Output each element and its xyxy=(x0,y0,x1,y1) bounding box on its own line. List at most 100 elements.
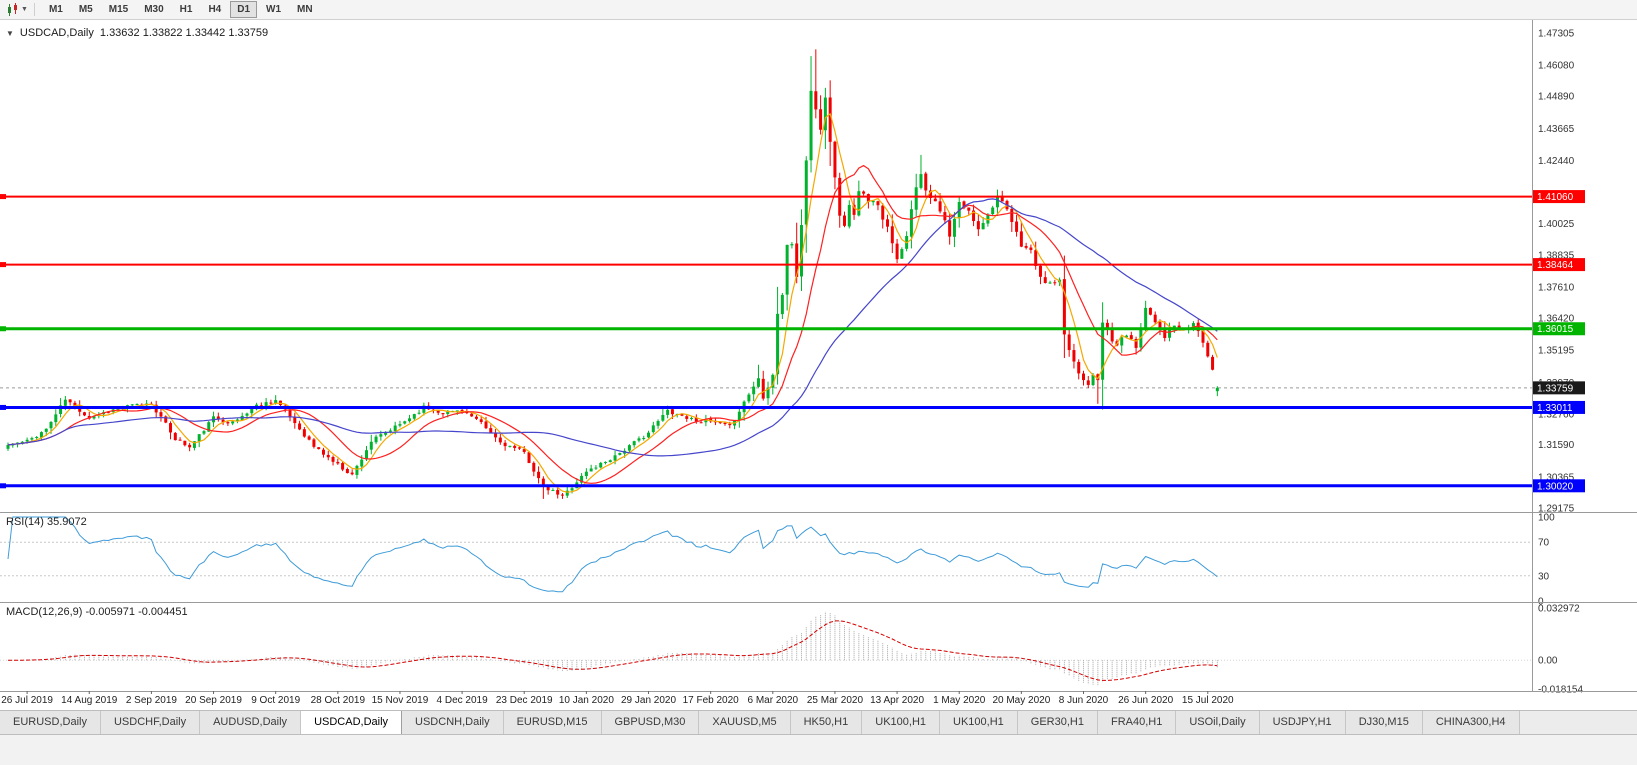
macd-layer xyxy=(8,611,1218,686)
hline-handle-1.36015[interactable] xyxy=(0,326,6,332)
svg-text:1.30020: 1.30020 xyxy=(1537,481,1574,492)
svg-text:1.38464: 1.38464 xyxy=(1537,260,1574,271)
chart-tab-xauusd-m5[interactable]: XAUUSD,M5 xyxy=(699,711,791,734)
chart-tab-uk100-h1[interactable]: UK100,H1 xyxy=(862,711,941,734)
svg-text:4 Dec 2019: 4 Dec 2019 xyxy=(437,695,489,706)
ohlc-readout: 1.33632 1.33822 1.33442 1.33759 xyxy=(99,27,269,39)
svg-text:1.36420: 1.36420 xyxy=(1538,314,1575,325)
svg-text:1.41060: 1.41060 xyxy=(1537,192,1574,203)
chart-tab-eurusd-m15[interactable]: EURUSD,M15 xyxy=(503,711,602,734)
current-price-value: 1.33759 xyxy=(1537,383,1574,394)
svg-text:0.032972: 0.032972 xyxy=(1538,604,1580,615)
svg-text:14 Aug 2019: 14 Aug 2019 xyxy=(61,695,118,706)
price-chart-canvas[interactable]: 1.47305 1.46080 1.44890 1.43665 1.42440 1.400… xyxy=(0,20,1637,707)
svg-text:1.40025: 1.40025 xyxy=(1538,219,1575,230)
chart-tab-gbpusd-m30[interactable]: GBPUSD,M30 xyxy=(601,711,700,734)
toolbar-separator xyxy=(33,3,35,16)
timeframe-button-w1[interactable]: W1 xyxy=(259,1,288,18)
svg-text:30: 30 xyxy=(1538,571,1550,582)
price-axis-labels: 1.47305 1.46080 1.44890 1.43665 1.42440 1.400… xyxy=(1538,28,1575,514)
hline-price-box-1.41060 xyxy=(1533,190,1585,204)
chart-tab-audusd-daily[interactable]: AUDUSD,Daily xyxy=(200,711,302,734)
chart-type-icon[interactable] xyxy=(6,2,20,17)
timeframe-button-m15[interactable]: M15 xyxy=(102,1,135,18)
macd-indicator-label: MACD(12,26,9) -0.005971 -0.004451 xyxy=(6,606,188,618)
ma-fast-line xyxy=(7,112,1218,493)
svg-text:23 Dec 2019: 23 Dec 2019 xyxy=(496,695,553,706)
timeframe-button-m1[interactable]: M1 xyxy=(42,1,70,18)
svg-text:26 Jun 2020: 26 Jun 2020 xyxy=(1118,695,1173,706)
svg-text:1 May 2020: 1 May 2020 xyxy=(933,695,986,706)
chart-tab-ger30-h1[interactable]: GER30,H1 xyxy=(1017,711,1098,734)
timeframe-button-mn[interactable]: MN xyxy=(290,1,320,18)
svg-text:17 Feb 2020: 17 Feb 2020 xyxy=(683,695,740,706)
svg-text:1.33011: 1.33011 xyxy=(1537,403,1573,414)
hline-price-box-1.30020 xyxy=(1533,479,1585,493)
chart-tab-china300-h4[interactable]: CHINA300,H4 xyxy=(1422,711,1520,734)
rsi-line xyxy=(7,516,1218,593)
svg-text:1.31590: 1.31590 xyxy=(1538,440,1575,451)
chart-tab-eurusd-daily[interactable]: EURUSD,Daily xyxy=(0,711,101,734)
svg-text:1.32760: 1.32760 xyxy=(1538,410,1575,421)
svg-text:1.35195: 1.35195 xyxy=(1538,346,1575,357)
hline-price-box-1.36015 xyxy=(1533,322,1585,336)
svg-text:6 Mar 2020: 6 Mar 2020 xyxy=(748,695,799,706)
hline-handle-1.38464[interactable] xyxy=(0,262,6,268)
hline-handle-1.33011[interactable] xyxy=(0,404,6,410)
svg-text:28 Oct 2019: 28 Oct 2019 xyxy=(311,695,366,706)
top-toolbar: ▼ M1 M5 M15 M30 H1 H4 D1 W1 MN xyxy=(0,0,1637,20)
chart-region[interactable]: 1.47305 1.46080 1.44890 1.43665 1.42440 1.400… xyxy=(0,20,1637,707)
svg-text:20 May 2020: 20 May 2020 xyxy=(992,695,1050,706)
svg-text:1.43665: 1.43665 xyxy=(1538,124,1575,135)
svg-text:1.46080: 1.46080 xyxy=(1538,61,1575,72)
svg-text:1.47305: 1.47305 xyxy=(1538,28,1575,39)
candles-layer xyxy=(6,49,1219,499)
hline-handle-1.41060[interactable] xyxy=(0,194,6,200)
chart-tab-fra40-h1[interactable]: FRA40,H1 xyxy=(1097,711,1177,734)
svg-text:1.36015: 1.36015 xyxy=(1537,324,1574,335)
date-axis: 26 Jul 2019 14 Aug 2019 2 Sep 2019 20 Sep 2… xyxy=(1,691,1234,706)
svg-text:1.44890: 1.44890 xyxy=(1538,92,1575,103)
svg-text:9 Oct 2019: 9 Oct 2019 xyxy=(251,695,300,706)
timeframe-button-m5[interactable]: M5 xyxy=(72,1,100,18)
chart-tab-usdchf-daily[interactable]: USDCHF,Daily xyxy=(100,711,201,734)
chart-tab-uk100-h1[interactable]: UK100,H1 xyxy=(940,711,1018,734)
chart-tab-usoil-daily[interactable]: USOil,Daily xyxy=(1176,711,1260,734)
svg-text:70: 70 xyxy=(1538,538,1550,549)
svg-text:100: 100 xyxy=(1538,513,1555,524)
svg-text:29 Jan 2020: 29 Jan 2020 xyxy=(621,695,676,706)
svg-text:1.38835: 1.38835 xyxy=(1538,250,1575,261)
svg-text:8 Jun 2020: 8 Jun 2020 xyxy=(1059,695,1109,706)
svg-text:20 Sep 2019: 20 Sep 2019 xyxy=(185,695,242,706)
chart-tab-hk50-h1[interactable]: HK50,H1 xyxy=(790,711,863,734)
timeframe-button-m30[interactable]: M30 xyxy=(137,1,170,18)
ma-medium-line xyxy=(7,164,1218,484)
chart-tab-usdjpy-h1[interactable]: USDJPY,H1 xyxy=(1259,711,1346,734)
symbol-label: USDCAD,Daily xyxy=(19,27,94,39)
chart-symbol-header: ▼ USDCAD,Daily 1.33632 1.33822 1.33442 1… xyxy=(6,27,268,39)
chart-tab-usdcnh-daily[interactable]: USDCNH,Daily xyxy=(402,711,504,734)
status-strip xyxy=(0,735,1637,765)
svg-text:13 Apr 2020: 13 Apr 2020 xyxy=(870,695,924,706)
collapse-arrow-icon[interactable]: ▼ xyxy=(6,28,14,38)
chart-tabs-bar: EURUSD,Daily USDCHF,Daily AUDUSD,Daily USDC… xyxy=(0,710,1637,735)
chart-tab-dj30-m15[interactable]: DJ30,M15 xyxy=(1345,711,1423,734)
svg-text:15 Nov 2019: 15 Nov 2019 xyxy=(372,695,429,706)
svg-text:26 Jul 2019: 26 Jul 2019 xyxy=(1,695,53,706)
timeframe-button-h1[interactable]: H1 xyxy=(173,1,200,18)
hline-price-box-1.38464 xyxy=(1533,258,1585,272)
timeframe-toolbar: M1 M5 M15 M30 H1 H4 D1 W1 MN xyxy=(41,1,321,18)
ma-slow-line xyxy=(7,198,1218,457)
timeframe-button-d1[interactable]: D1 xyxy=(230,1,258,18)
svg-text:1.42440: 1.42440 xyxy=(1538,156,1575,167)
svg-text:-0.018154: -0.018154 xyxy=(1538,685,1583,696)
svg-text:2 Sep 2019: 2 Sep 2019 xyxy=(126,695,178,706)
chevron-down-icon[interactable]: ▼ xyxy=(21,6,28,13)
macd-axis-labels: 0.032972 0.00 -0.018154 xyxy=(1538,604,1583,696)
svg-text:15 Jul 2020: 15 Jul 2020 xyxy=(1182,695,1234,706)
chart-tab-usdcad-daily[interactable]: USDCAD,Daily xyxy=(301,711,403,734)
svg-text:1.29175: 1.29175 xyxy=(1538,503,1575,514)
timeframe-button-h4[interactable]: H4 xyxy=(201,1,228,18)
hline-handle-1.30020[interactable] xyxy=(0,483,6,489)
